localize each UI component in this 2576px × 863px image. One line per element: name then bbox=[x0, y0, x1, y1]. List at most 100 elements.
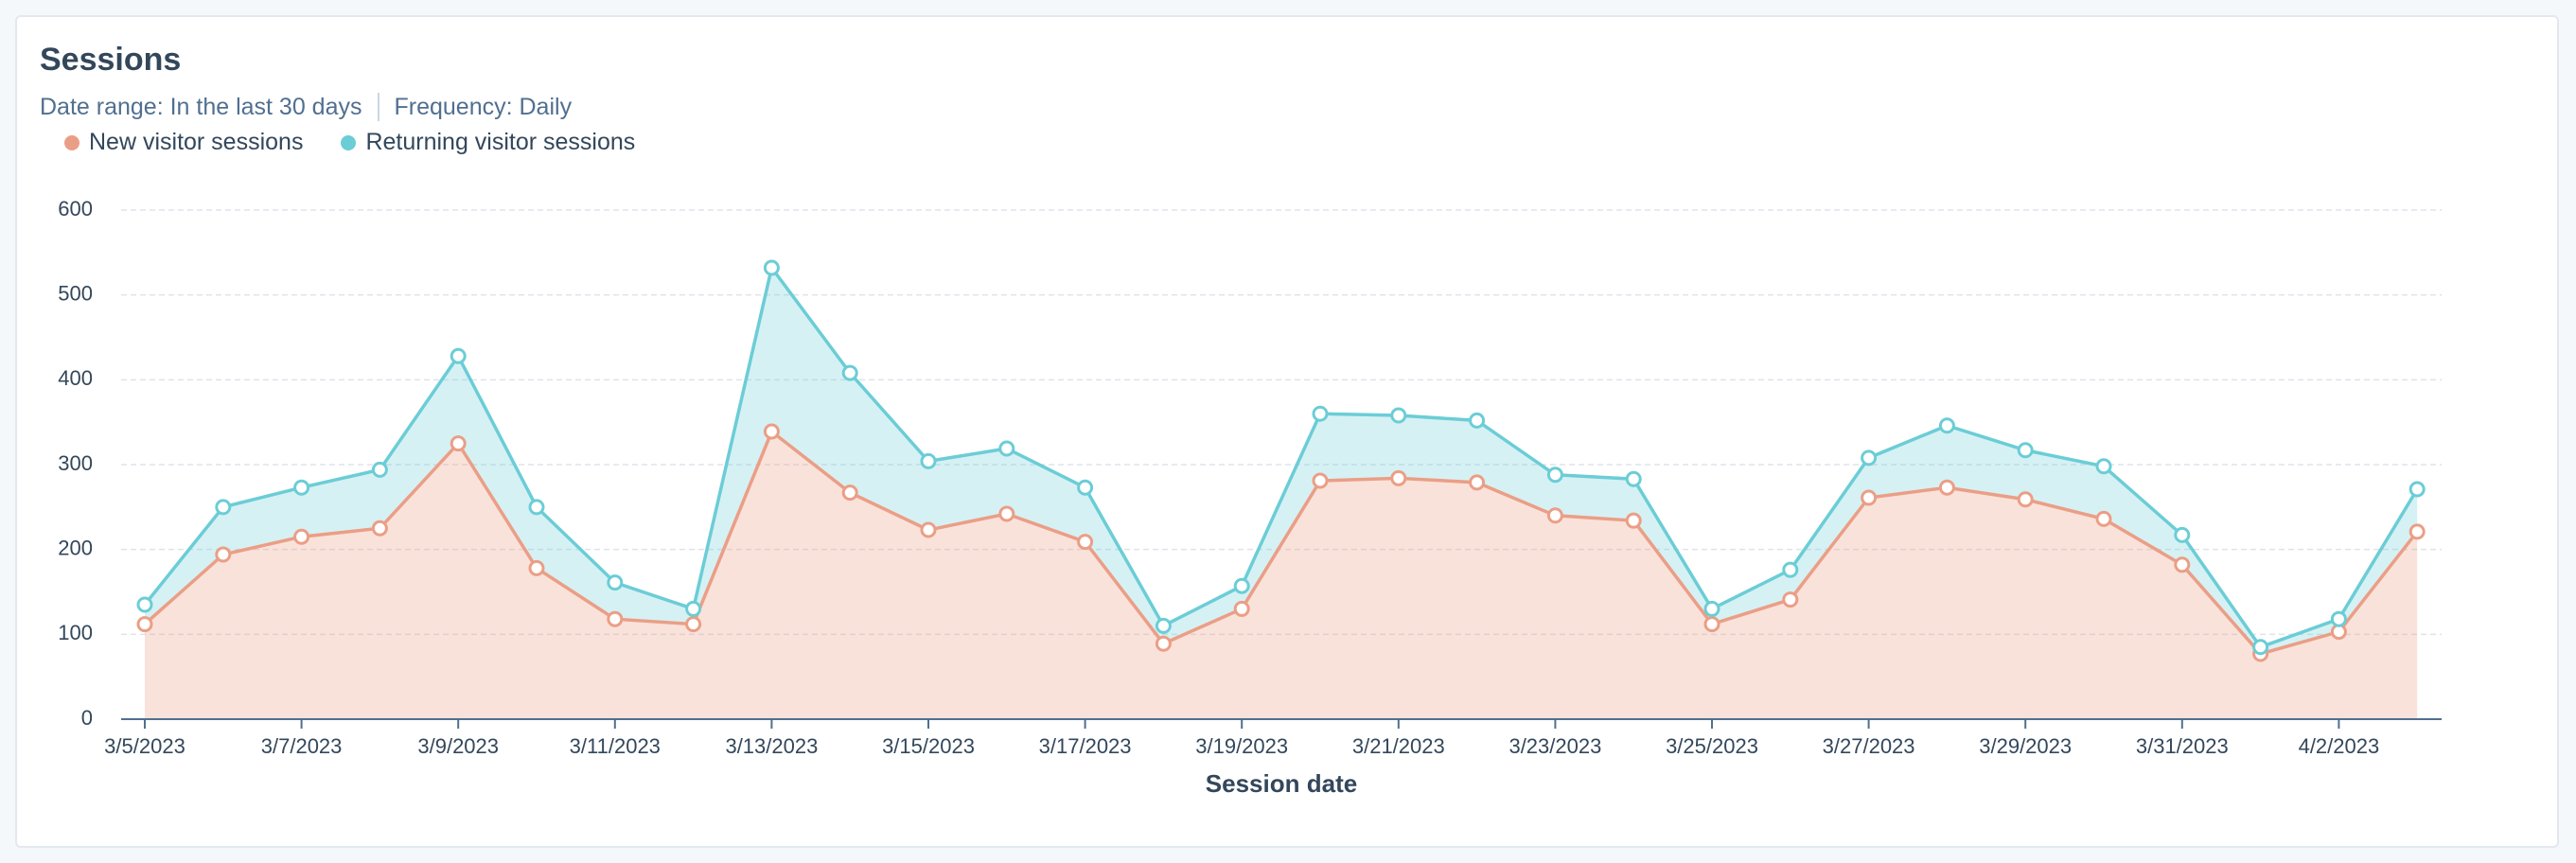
y-tick-label: 200 bbox=[58, 536, 93, 559]
y-tick-label: 0 bbox=[81, 706, 93, 730]
y-tick-label: 100 bbox=[58, 621, 93, 644]
data-point[interactable] bbox=[450, 347, 467, 364]
legend: New visitor sessions Returning visitor se… bbox=[64, 129, 635, 156]
data-point[interactable] bbox=[1782, 591, 1799, 608]
series-line bbox=[143, 263, 2419, 649]
legend-swatch bbox=[64, 134, 79, 150]
data-point[interactable] bbox=[1469, 412, 1486, 429]
data-point[interactable] bbox=[528, 559, 545, 576]
data-point[interactable] bbox=[1155, 617, 1172, 634]
data-point[interactable] bbox=[1938, 479, 1955, 496]
x-axis-title: Session date bbox=[1206, 769, 1357, 798]
data-point[interactable] bbox=[528, 499, 545, 516]
legend-label: Returning visitor sessions bbox=[365, 129, 636, 155]
x-tick-label: 3/13/2023 bbox=[725, 734, 818, 758]
separator bbox=[377, 93, 379, 121]
x-tick-label: 3/31/2023 bbox=[2136, 734, 2229, 758]
data-point[interactable] bbox=[450, 435, 467, 452]
data-point[interactable] bbox=[2017, 442, 2034, 459]
y-tick-label: 500 bbox=[58, 281, 93, 305]
card: Sessions Date range: In the last 30 days… bbox=[15, 15, 2559, 848]
data-point[interactable] bbox=[1312, 405, 1329, 422]
series-line bbox=[143, 429, 2419, 656]
data-point[interactable] bbox=[920, 452, 937, 469]
data-point[interactable] bbox=[136, 616, 153, 633]
data-point[interactable] bbox=[1390, 407, 1407, 424]
data-point[interactable] bbox=[2017, 491, 2034, 508]
x-tick-label: 3/17/2023 bbox=[1039, 734, 1132, 758]
legend-item[interactable]: New visitor sessions bbox=[64, 129, 303, 156]
data-point[interactable] bbox=[1861, 449, 1878, 467]
data-point[interactable] bbox=[920, 521, 937, 538]
frequency[interactable]: Frequency: Daily bbox=[394, 93, 573, 120]
report-meta: Date range: In the last 30 days Frequenc… bbox=[40, 93, 572, 121]
y-tick-label: 600 bbox=[58, 197, 93, 220]
y-tick-label: 400 bbox=[58, 366, 93, 390]
area-fill bbox=[145, 267, 2418, 654]
data-point[interactable] bbox=[1546, 507, 1563, 524]
data-point[interactable] bbox=[1625, 470, 1642, 487]
x-tick-label: 4/2/2023 bbox=[2299, 734, 2380, 758]
data-point[interactable] bbox=[293, 479, 310, 496]
x-tick-label: 3/25/2023 bbox=[1666, 734, 1758, 758]
data-point[interactable] bbox=[1625, 512, 1642, 529]
data-point[interactable] bbox=[2095, 510, 2112, 527]
data-point[interactable] bbox=[1312, 472, 1329, 489]
data-point[interactable] bbox=[1390, 469, 1407, 486]
data-point[interactable] bbox=[1077, 479, 1094, 496]
data-point[interactable] bbox=[1077, 534, 1094, 551]
data-point[interactable] bbox=[998, 440, 1015, 457]
data-point[interactable] bbox=[607, 610, 624, 627]
date-range[interactable]: Date range: In the last 30 days bbox=[40, 93, 362, 120]
x-tick-label: 3/23/2023 bbox=[1509, 734, 1601, 758]
data-point[interactable] bbox=[1155, 635, 1172, 652]
data-point[interactable] bbox=[841, 364, 858, 381]
data-point[interactable] bbox=[607, 574, 624, 591]
data-point[interactable] bbox=[371, 461, 388, 478]
data-point[interactable] bbox=[2330, 624, 2347, 641]
x-tick-label: 3/27/2023 bbox=[1823, 734, 1915, 758]
data-point[interactable] bbox=[2408, 481, 2426, 498]
data-point[interactable] bbox=[685, 600, 702, 617]
data-point[interactable] bbox=[763, 259, 780, 276]
data-point[interactable] bbox=[136, 596, 153, 613]
data-point[interactable] bbox=[215, 499, 232, 516]
data-point[interactable] bbox=[841, 484, 858, 502]
data-point[interactable] bbox=[1861, 489, 1878, 506]
x-tick-label: 3/9/2023 bbox=[417, 734, 499, 758]
data-point[interactable] bbox=[1233, 600, 1250, 617]
data-point[interactable] bbox=[1703, 600, 1720, 617]
legend-item[interactable]: Returning visitor sessions bbox=[341, 129, 635, 156]
data-point[interactable] bbox=[2252, 639, 2269, 656]
data-point[interactable] bbox=[371, 520, 388, 537]
data-point[interactable] bbox=[2330, 610, 2347, 627]
data-point[interactable] bbox=[1546, 467, 1563, 484]
data-point[interactable] bbox=[1938, 417, 1955, 434]
data-point[interactable] bbox=[998, 505, 1015, 522]
x-tick-label: 3/11/2023 bbox=[570, 734, 661, 758]
legend-label: New visitor sessions bbox=[89, 129, 304, 155]
x-tick-label: 3/5/2023 bbox=[104, 734, 185, 758]
data-point[interactable] bbox=[763, 423, 780, 440]
x-tick-label: 3/21/2023 bbox=[1352, 734, 1445, 758]
plot-area bbox=[136, 259, 2426, 719]
data-point[interactable] bbox=[293, 528, 310, 545]
x-tick-label: 3/7/2023 bbox=[261, 734, 343, 758]
card-title: Sessions bbox=[40, 42, 182, 78]
x-tick-label: 3/29/2023 bbox=[1979, 734, 2072, 758]
x-tick-label: 3/19/2023 bbox=[1195, 734, 1288, 758]
data-point[interactable] bbox=[1782, 561, 1799, 578]
data-point[interactable] bbox=[215, 546, 232, 563]
data-point[interactable] bbox=[1703, 616, 1720, 633]
area-fill bbox=[145, 432, 2418, 719]
data-point[interactable] bbox=[2408, 523, 2426, 540]
data-point[interactable] bbox=[1233, 577, 1250, 594]
data-point[interactable] bbox=[2174, 526, 2191, 543]
data-point[interactable] bbox=[2174, 556, 2191, 573]
data-point[interactable] bbox=[1469, 474, 1486, 491]
data-point[interactable] bbox=[2095, 458, 2112, 475]
y-tick-label: 300 bbox=[58, 451, 93, 475]
legend-swatch bbox=[341, 134, 357, 150]
data-point[interactable] bbox=[685, 616, 702, 633]
